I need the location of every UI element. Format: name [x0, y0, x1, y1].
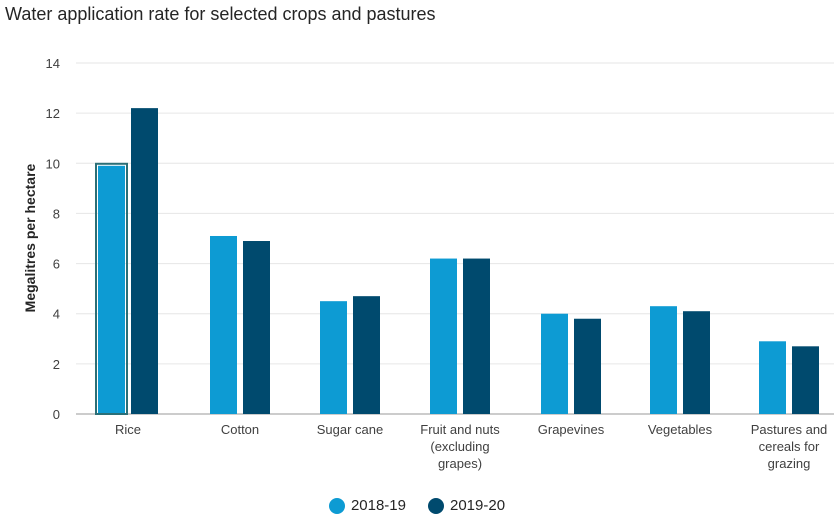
y-axis-label: Megalitres per hectare — [22, 163, 38, 312]
x-axis-categories: Rice Cotton Sugar cane Fruit and nuts (exclu… — [115, 422, 827, 471]
y-tick-label: 12 — [46, 106, 60, 121]
y-tick-label: 2 — [53, 357, 60, 372]
x-category-label: Vegetables — [648, 422, 713, 437]
x-category-label: Fruit and nuts (excluding grapes) — [420, 422, 500, 471]
y-tick-label: 14 — [46, 56, 60, 71]
bar-2019-20-5[interactable] — [683, 311, 710, 414]
bar-2018-19-1[interactable] — [210, 235, 237, 414]
bar-2018-19-3[interactable] — [430, 258, 457, 414]
legend: 2018-19 2019-20 — [0, 497, 834, 514]
x-category-label: Rice — [115, 422, 141, 437]
y-tick-label: 0 — [53, 407, 60, 422]
x-category-label: Pastures and cereals for grazing — [751, 422, 828, 471]
y-tick-label: 10 — [46, 156, 60, 171]
bars — [95, 108, 819, 415]
legend-label-2019-20: 2019-20 — [450, 497, 506, 514]
bar-2019-20-6[interactable] — [792, 346, 819, 414]
selected-bar-outline — [95, 162, 128, 415]
x-category-label: Grapevines — [538, 422, 605, 437]
legend-item-2019-20[interactable]: 2019-20 — [428, 497, 505, 514]
bar-2019-20-2[interactable] — [353, 296, 380, 414]
y-axis-ticks: 0 2 4 6 8 10 12 14 — [46, 56, 60, 422]
legend-swatch-2019-20 — [428, 497, 444, 514]
bar-2019-20-3[interactable] — [463, 258, 490, 414]
bar-2019-20-1[interactable] — [243, 241, 270, 414]
bar-2018-19-5[interactable] — [650, 306, 677, 414]
x-category-label: Sugar cane — [317, 422, 384, 437]
y-tick-label: 4 — [53, 307, 60, 322]
bar-2018-19-0[interactable] — [98, 165, 125, 414]
chart-title: Water application rate for selected crop… — [5, 4, 436, 24]
legend-item-2018-19[interactable]: 2018-19 — [328, 497, 406, 514]
legend-label-2018-19: 2018-19 — [350, 497, 406, 514]
bar-2018-19-4[interactable] — [541, 313, 568, 414]
x-category-label: Cotton — [221, 422, 259, 437]
bar-2019-20-4[interactable] — [574, 318, 601, 414]
legend-swatch-2018-19 — [328, 497, 345, 514]
bar-2018-19-6[interactable] — [759, 341, 786, 414]
bar-2019-20-0[interactable] — [131, 108, 158, 414]
y-tick-label: 8 — [53, 206, 60, 221]
y-tick-label: 6 — [53, 257, 60, 272]
bar-2018-19-2[interactable] — [320, 301, 347, 414]
